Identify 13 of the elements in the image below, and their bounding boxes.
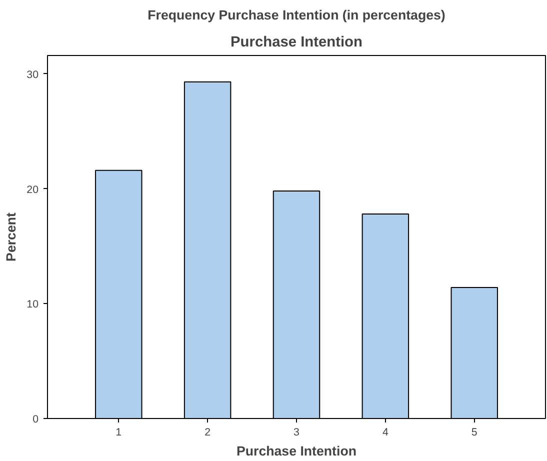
x-tick-label: 4 bbox=[382, 426, 388, 438]
x-tick-label: 3 bbox=[294, 426, 300, 438]
chart-subtitle: Purchase Intention bbox=[230, 34, 363, 50]
x-axis-title: Purchase Intention bbox=[236, 444, 356, 458]
x-tick-label: 1 bbox=[116, 426, 122, 438]
y-tick-label: 0 bbox=[32, 414, 39, 426]
chart-title: Frequency Purchase Intention (in percentages) bbox=[148, 8, 446, 22]
y-tick-label: 20 bbox=[26, 184, 39, 196]
y-tick-label: 10 bbox=[26, 298, 39, 311]
y-tick-label: 30 bbox=[26, 68, 39, 81]
x-tick-label: 2 bbox=[204, 426, 211, 438]
x-tick-label: 5 bbox=[471, 426, 478, 438]
y-axis-title: Percent bbox=[4, 212, 19, 262]
